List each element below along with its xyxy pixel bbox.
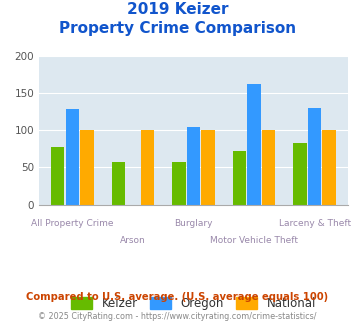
Text: Compared to U.S. average. (U.S. average equals 100): Compared to U.S. average. (U.S. average …	[26, 292, 329, 302]
Text: Burglary: Burglary	[174, 219, 213, 228]
Bar	[262, 130, 275, 205]
Bar	[293, 143, 307, 205]
Bar	[51, 148, 65, 205]
Bar	[201, 130, 215, 205]
Bar	[233, 151, 246, 205]
Bar	[308, 108, 321, 205]
Bar	[66, 109, 79, 205]
Text: © 2025 CityRating.com - https://www.cityrating.com/crime-statistics/: © 2025 CityRating.com - https://www.city…	[38, 312, 317, 321]
Text: Motor Vehicle Theft: Motor Vehicle Theft	[210, 236, 298, 245]
Bar	[172, 161, 186, 205]
Bar	[322, 130, 336, 205]
Bar	[112, 161, 125, 205]
Bar	[80, 130, 94, 205]
Text: All Property Crime: All Property Crime	[31, 219, 114, 228]
Bar	[247, 83, 261, 205]
Legend: Keizer, Oregon, National: Keizer, Oregon, National	[66, 292, 321, 314]
Text: Arson: Arson	[120, 236, 146, 245]
Text: Larceny & Theft: Larceny & Theft	[279, 219, 351, 228]
Bar	[141, 130, 154, 205]
Bar	[187, 127, 200, 205]
Text: 2019 Keizer: 2019 Keizer	[127, 2, 228, 16]
Text: Property Crime Comparison: Property Crime Comparison	[59, 21, 296, 36]
